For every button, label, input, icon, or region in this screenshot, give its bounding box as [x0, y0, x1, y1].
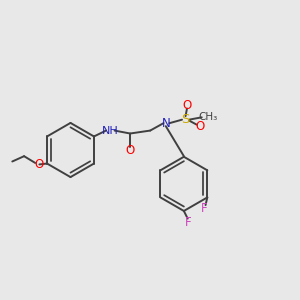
- Text: S: S: [181, 113, 190, 126]
- Text: O: O: [182, 99, 192, 112]
- Text: F: F: [201, 202, 208, 215]
- Text: N: N: [162, 117, 171, 130]
- Text: F: F: [185, 216, 192, 229]
- Text: NH: NH: [102, 126, 118, 136]
- Text: O: O: [126, 144, 135, 157]
- Text: O: O: [195, 120, 204, 133]
- Text: O: O: [34, 158, 44, 171]
- Text: CH₃: CH₃: [199, 112, 218, 122]
